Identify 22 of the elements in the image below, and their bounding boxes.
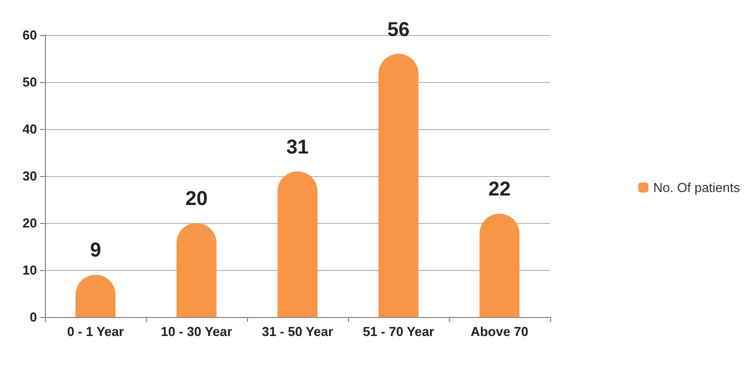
y-tick-label: 20	[22, 216, 37, 230]
x-tick-label: Above 70	[470, 324, 528, 339]
data-label: 56	[387, 18, 410, 41]
bar	[176, 223, 216, 317]
bar	[278, 171, 318, 317]
y-tick-label: 50	[22, 74, 37, 90]
data-label: 9	[90, 240, 102, 262]
legend-label: No. Of patients	[653, 180, 740, 195]
y-tick-label: 30	[22, 168, 37, 184]
bar	[480, 214, 520, 317]
bar	[378, 54, 418, 317]
x-tick-label: 51 - 70 Year	[362, 324, 434, 339]
x-tick-label: 31 - 50 Year	[262, 324, 334, 339]
x-tick-label: 0 - 1 Year	[67, 324, 124, 339]
x-tick-label: 10 - 30 Year	[160, 324, 232, 339]
y-tick-label: 40	[22, 122, 37, 136]
y-tick-label: 10	[22, 262, 37, 278]
y-tick-label: 0	[30, 310, 37, 324]
data-label: 31	[286, 136, 309, 158]
data-label: 20	[185, 188, 208, 210]
data-label: 22	[488, 178, 511, 201]
y-tick-label: 60	[22, 28, 37, 42]
